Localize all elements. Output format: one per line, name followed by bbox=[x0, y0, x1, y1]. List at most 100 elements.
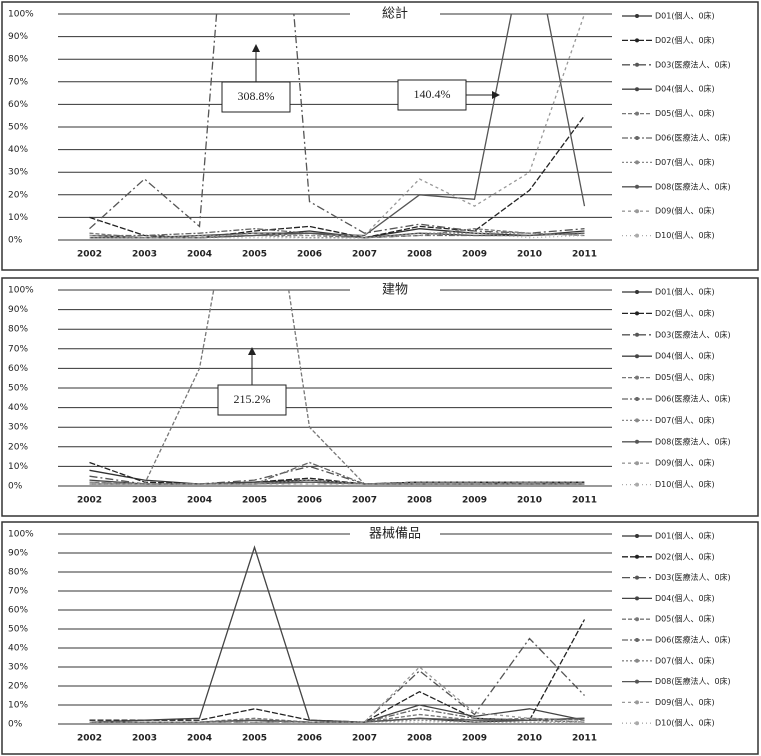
legend-marker bbox=[635, 233, 639, 238]
chart-frame bbox=[1, 521, 759, 755]
series-line bbox=[89, 232, 585, 239]
legend-marker bbox=[635, 575, 639, 580]
y-tick-label: 80% bbox=[8, 55, 28, 65]
legend-label: D10(個人、0床) bbox=[655, 230, 715, 240]
legend-label: D05(個人、0床) bbox=[655, 614, 715, 624]
annotation-box bbox=[217, 384, 287, 416]
title-bg bbox=[350, 526, 440, 542]
legend-label: D05(個人、0床) bbox=[655, 108, 715, 118]
legend-marker bbox=[635, 596, 639, 601]
y-tick-label: 20% bbox=[8, 682, 28, 692]
legend-label: D03(医療法人、0床) bbox=[655, 329, 731, 339]
x-tick-label: 2011 bbox=[572, 734, 597, 744]
legend-marker bbox=[635, 160, 639, 165]
x-tick-label: 2005 bbox=[242, 250, 267, 260]
legend-marker bbox=[635, 311, 639, 316]
legend-marker bbox=[635, 38, 639, 43]
legend-label: D05(個人、0床) bbox=[655, 372, 715, 382]
legend-label: D09(個人、0床) bbox=[655, 697, 715, 707]
legend-label: D02(個人、0床) bbox=[655, 35, 715, 45]
y-tick-label: 10% bbox=[8, 213, 28, 223]
legend-label: D04(個人、0床) bbox=[655, 84, 715, 94]
y-tick-label: 70% bbox=[8, 587, 28, 597]
legend-marker bbox=[635, 700, 639, 705]
x-tick-label: 2009 bbox=[462, 496, 487, 506]
title-bg bbox=[350, 6, 440, 22]
chart: 0% 10% 20% 30% 40% 50% 60% 70% 80% 90% 100% 2002 200… bbox=[1, 277, 759, 517]
y-tick-label: 90% bbox=[8, 32, 28, 42]
y-tick-label: 20% bbox=[8, 190, 28, 200]
legend-label: D01(個人、0床) bbox=[655, 11, 715, 21]
legend-label: D09(個人、0床) bbox=[655, 458, 715, 468]
x-tick-label: 2008 bbox=[407, 496, 432, 506]
x-tick-label: 2007 bbox=[352, 250, 377, 260]
legend-label: D08(医療法人、0床) bbox=[655, 676, 731, 686]
plot bbox=[89, 290, 585, 485]
x-tick-label: 2004 bbox=[187, 734, 212, 744]
legend-marker bbox=[635, 721, 639, 726]
legend-label: D07(個人、0床) bbox=[655, 655, 715, 665]
legend-label: D03(医療法人、0床) bbox=[655, 59, 731, 69]
series-line bbox=[89, 228, 585, 239]
plot bbox=[89, 14, 586, 239]
y-tick-label: 80% bbox=[8, 325, 28, 335]
x-tick-label: 2007 bbox=[352, 496, 377, 506]
legend-label: D01(個人、0床) bbox=[655, 531, 715, 541]
legend-marker bbox=[635, 617, 639, 622]
series-line bbox=[89, 666, 585, 723]
x-tick-label: 2002 bbox=[77, 250, 102, 260]
y-tick-label: 40% bbox=[8, 403, 28, 413]
legend-marker bbox=[635, 184, 639, 189]
y-tick-label: 60% bbox=[8, 100, 28, 110]
legend-marker bbox=[635, 290, 639, 294]
legend-marker bbox=[635, 209, 639, 214]
legend-label: D07(個人、0床) bbox=[655, 157, 715, 167]
y-tick-label: 40% bbox=[8, 145, 28, 155]
y-tick-label: 50% bbox=[8, 384, 28, 394]
x-tick-label: 2003 bbox=[132, 496, 157, 506]
y-tick-label: 10% bbox=[8, 462, 28, 472]
y-tick-label: 70% bbox=[8, 344, 28, 354]
series-line bbox=[89, 14, 586, 239]
legend-marker bbox=[635, 418, 639, 423]
y-tick-label: 30% bbox=[8, 168, 28, 178]
x-tick-label: 2002 bbox=[77, 734, 102, 744]
legend-marker bbox=[635, 87, 639, 92]
x-tick-label: 2005 bbox=[242, 734, 267, 744]
y-tick-label: 70% bbox=[8, 77, 28, 87]
x-tick-label: 2006 bbox=[297, 496, 322, 506]
y-tick-label: 30% bbox=[8, 423, 28, 433]
legend-marker bbox=[635, 111, 639, 116]
chart-frame bbox=[1, 277, 759, 517]
y-tick-label: 0% bbox=[8, 482, 23, 492]
legend-marker bbox=[635, 397, 639, 401]
chart: 0% 10% 20% 30% 40% 50% 60% 70% 80% 90% 100% 2002 200… bbox=[1, 1, 759, 271]
y-tick-label: 60% bbox=[8, 364, 28, 374]
legend-label: D02(個人、0床) bbox=[655, 551, 715, 561]
legend-marker bbox=[635, 14, 639, 18]
series-line bbox=[89, 232, 585, 239]
y-tick-label: 50% bbox=[8, 123, 28, 133]
legend-marker bbox=[635, 554, 639, 559]
annotation: 215.2% bbox=[234, 392, 271, 406]
arrow-head bbox=[252, 44, 260, 52]
annotation: 140.4% bbox=[414, 87, 451, 101]
legend-marker bbox=[635, 534, 639, 538]
x-tick-label: 2010 bbox=[517, 496, 542, 506]
y-tick-label: 90% bbox=[8, 549, 28, 559]
chart-title: 建物 bbox=[382, 283, 408, 298]
x-tick-label: 2010 bbox=[517, 734, 542, 744]
legend-marker bbox=[635, 62, 639, 67]
legend-label: D04(個人、0床) bbox=[655, 593, 715, 603]
legend-label: D04(個人、0床) bbox=[655, 351, 715, 361]
y-tick-label: 100% bbox=[8, 286, 34, 296]
annotation-box bbox=[397, 79, 467, 111]
x-tick-label: 2005 bbox=[242, 496, 267, 506]
legend-marker bbox=[635, 679, 639, 684]
y-tick-label: 30% bbox=[8, 663, 28, 673]
legend-marker bbox=[635, 136, 639, 140]
y-tick-label: 100% bbox=[8, 530, 34, 540]
series-line bbox=[89, 545, 585, 723]
y-tick-label: 80% bbox=[8, 568, 28, 578]
legend-label: D09(個人、0床) bbox=[655, 206, 715, 216]
